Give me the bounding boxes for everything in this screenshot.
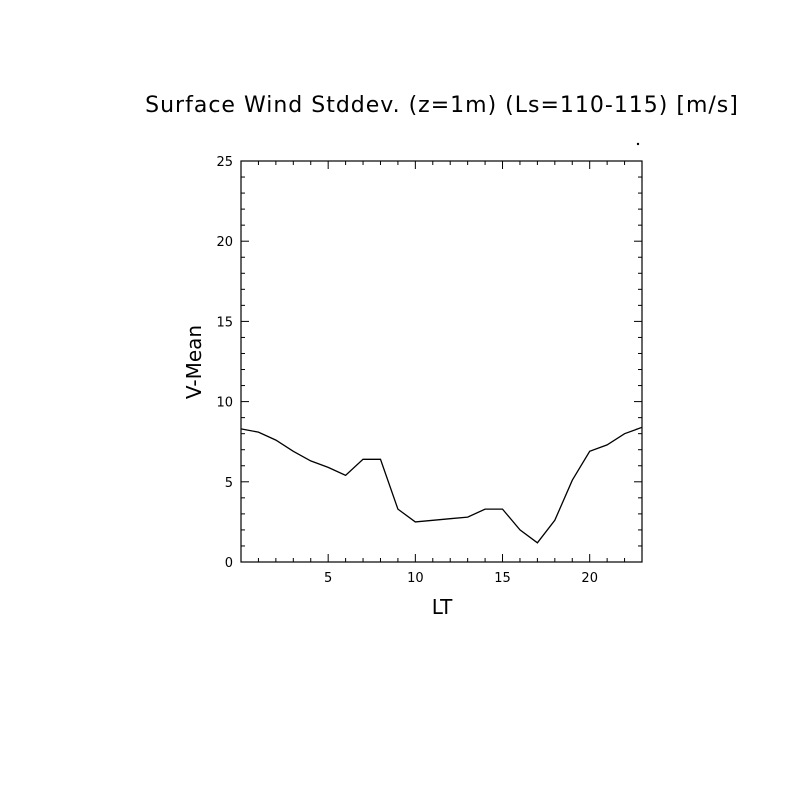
y-axis-ticks [241,160,642,563]
y-tick-label: 15 [216,315,233,330]
x-axis-tick-labels: 5 10 15 20 [324,571,598,586]
y-tick-label: 20 [216,235,233,250]
y-axis-tick-labels: 0 5 10 15 20 25 [216,155,233,571]
chart-title: Surface Wind Stddev. (z=1m) (Ls=110-115)… [145,93,739,118]
plot-frame [240,160,643,563]
y-tick-label: 25 [216,155,233,170]
y-tick-label: 0 [225,556,233,571]
y-tick-label: 5 [225,476,233,491]
x-tick-label: 15 [494,571,511,586]
x-axis-ticks [240,161,643,562]
y-axis-label: V-Mean [182,325,206,399]
y-tick-label: 10 [216,396,233,411]
corner-dot [636,142,640,146]
series-line [240,426,643,544]
x-tick-label: 5 [324,571,332,586]
x-tick-label: 10 [407,571,424,586]
x-tick-label: 20 [581,571,598,586]
x-axis-label: LT [432,595,453,619]
